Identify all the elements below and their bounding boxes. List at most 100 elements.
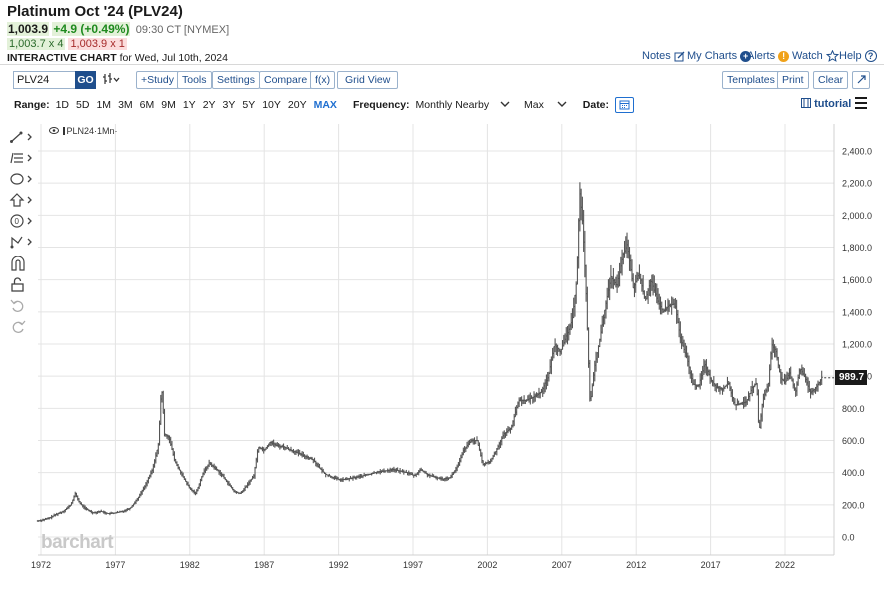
scale-value: Max: [524, 99, 544, 111]
chart-grid: [38, 124, 835, 556]
range-5d[interactable]: 5D: [76, 99, 90, 111]
y-tick-label: 1,400.0: [842, 307, 872, 317]
range-1y[interactable]: 1Y: [182, 99, 196, 111]
x-tick-label: 1972: [31, 560, 51, 570]
range-1d[interactable]: 1D: [55, 99, 70, 111]
watch-label: Watch: [792, 50, 823, 62]
y-tick-label: 800.0: [842, 404, 865, 414]
arrow-tool-icon[interactable]: [9, 193, 35, 209]
y-tick-label: 200.0: [842, 500, 865, 510]
annotation-tool-icon[interactable]: 0: [9, 214, 35, 230]
function-button[interactable]: f(x): [310, 71, 336, 89]
bid-value: 1,003.7 x 4: [7, 38, 66, 50]
magnet-icon[interactable]: [9, 255, 35, 272]
measure-tool-icon[interactable]: [9, 235, 35, 251]
range-2y[interactable]: 2Y: [202, 99, 216, 111]
watch-link[interactable]: Watch: [792, 50, 839, 62]
range-3y[interactable]: 3Y: [222, 99, 236, 111]
tutorial-label: tutorial: [814, 98, 852, 110]
x-tick-label: 2007: [552, 560, 572, 570]
plus-circle-icon: +: [740, 50, 752, 62]
eye-icon: [49, 127, 59, 134]
range-6m[interactable]: 6M: [139, 99, 155, 111]
y-tick-label: 400.0: [842, 468, 865, 478]
price-chart[interactable]: 0.0200.0400.0600.0800.01,000.01,200.01,4…: [0, 118, 884, 600]
chevron-down-icon: [557, 101, 567, 107]
grid-view-button[interactable]: Grid View: [337, 71, 399, 89]
my-charts-label: My Charts: [687, 50, 738, 62]
svg-text:0: 0: [15, 217, 20, 226]
fibonacci-tool-icon[interactable]: [9, 151, 35, 167]
go-button[interactable]: GO: [75, 71, 96, 89]
legend-marker: [62, 127, 65, 135]
help-label: Help: [839, 50, 862, 62]
scale-dropdown[interactable]: Max: [524, 99, 567, 111]
undo-icon[interactable]: [9, 298, 35, 314]
date-label: Date:: [582, 99, 610, 111]
shape-tool-icon[interactable]: [9, 172, 35, 188]
legend-symbol: PLN24·1Mn·: [66, 126, 118, 136]
frequency-label: Frequency:: [352, 99, 410, 111]
range-10y[interactable]: 10Y: [262, 99, 281, 111]
notes-link[interactable]: Notes: [642, 50, 685, 62]
range-9m[interactable]: 9M: [161, 99, 176, 111]
x-tick-label: 2017: [701, 560, 721, 570]
expand-icon: [857, 75, 866, 84]
notes-label: Notes: [642, 50, 671, 62]
chart-legend: PLN24·1Mn·: [49, 126, 118, 136]
chart-type-dropdown[interactable]: [102, 72, 120, 89]
help-link[interactable]: Help ?: [839, 50, 877, 62]
chevron-down-icon: [500, 101, 510, 107]
calendar-button[interactable]: [615, 97, 635, 113]
y-tick-label: 600.0: [842, 436, 865, 446]
range-row: Range: 1D 5D 1M 3M 6M 9M 1Y 2Y 3Y 5Y 10Y 20Y MAX Fre…: [14, 97, 635, 113]
star-icon: [825, 50, 839, 62]
range-1m[interactable]: 1M: [96, 99, 112, 111]
x-tick-label: 1982: [180, 560, 200, 570]
calendar-icon: [619, 100, 630, 110]
range-20y[interactable]: 20Y: [287, 99, 307, 111]
lock-icon[interactable]: [9, 277, 35, 293]
film-icon: [801, 98, 811, 108]
y-tick-label: 2,400.0: [842, 147, 872, 157]
tools-button[interactable]: Tools: [177, 71, 212, 89]
alert-icon: !: [778, 50, 790, 62]
ask-value: 1,003.9 x 1: [68, 38, 127, 50]
redo-icon[interactable]: [9, 319, 35, 335]
expand-button[interactable]: [852, 71, 870, 89]
interactive-chart-label: INTERACTIVE CHART: [7, 52, 117, 64]
price-change: +4.9 (+0.49%): [52, 22, 131, 36]
range-max[interactable]: MAX: [313, 99, 337, 111]
clear-button[interactable]: Clear: [813, 71, 849, 89]
compare-button[interactable]: Compare: [259, 71, 313, 89]
tutorial-link[interactable]: tutorial: [801, 98, 851, 110]
templates-button[interactable]: Templates: [722, 71, 780, 89]
price-bars: [36, 182, 834, 523]
range-3m[interactable]: 3M: [118, 99, 133, 111]
range-5y[interactable]: 5Y: [242, 99, 256, 111]
barchart-watermark: barchart: [41, 532, 114, 553]
x-tick-label: 2002: [477, 560, 497, 570]
alerts-label: Alerts: [747, 50, 776, 62]
y-axis-labels: 0.0200.0400.0600.0800.01,000.01,200.01,4…: [842, 147, 872, 543]
quote-time: 09:30 CT [NYMEX]: [135, 24, 230, 36]
range-list: 1D 5D 1M 3M 6M 9M 1Y 2Y 3Y 5Y 10Y 20Y MAX: [56, 99, 337, 111]
frequency-dropdown[interactable]: Monthly Nearby: [416, 99, 510, 111]
print-button[interactable]: Print: [777, 71, 809, 89]
y-tick-label: 0.0: [842, 533, 855, 543]
bid-ask: 1,003.7 x 4 1,003.9 x 1: [7, 38, 127, 50]
chart-date: for Wed, Jul 10th, 2024: [116, 52, 228, 64]
x-tick-label: 2022: [775, 560, 795, 570]
x-tick-label: 1987: [254, 560, 274, 570]
symbol-input[interactable]: PLV24: [13, 71, 79, 89]
hamburger-menu-icon[interactable]: [855, 97, 867, 112]
study-button[interactable]: +Study: [136, 71, 179, 89]
line-tool-icon[interactable]: [9, 130, 35, 146]
page-title: Platinum Oct '24 (PLV24): [7, 3, 183, 20]
frequency-value: Monthly Nearby: [415, 99, 490, 111]
alerts-link[interactable]: Alerts !: [747, 50, 790, 62]
y-tick-label: 1,200.0: [842, 340, 872, 350]
x-tick-label: 1977: [105, 560, 125, 570]
my-charts-link[interactable]: My Charts +: [687, 50, 752, 62]
settings-button[interactable]: Settings: [212, 71, 260, 89]
